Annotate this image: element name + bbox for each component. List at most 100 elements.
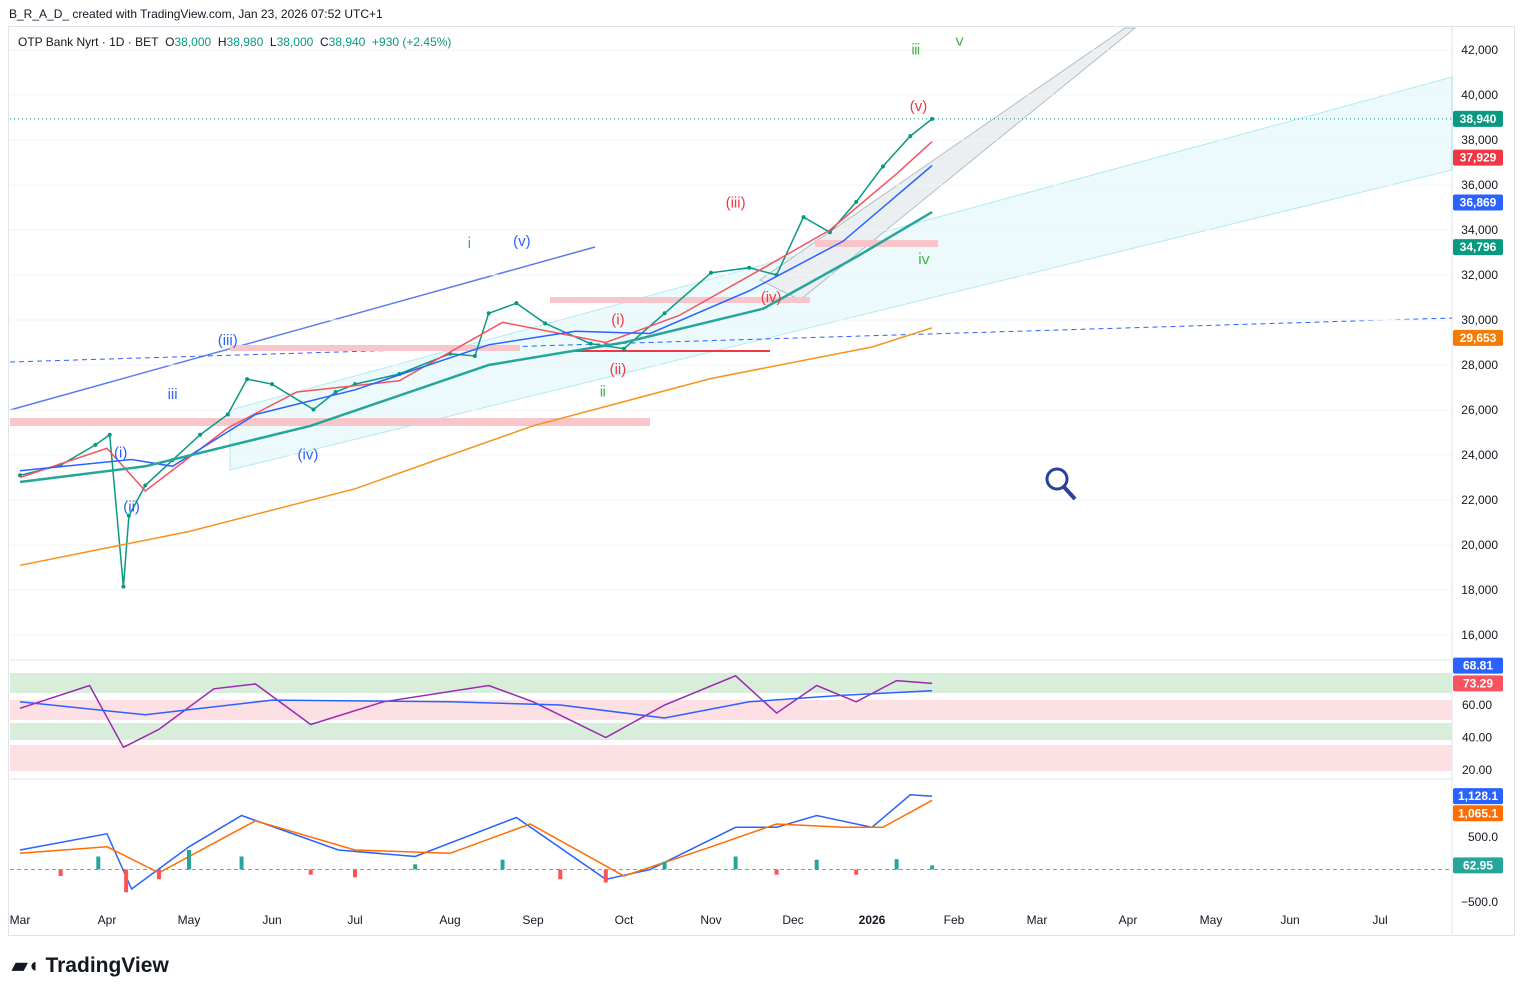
regression-channel xyxy=(229,76,1453,471)
wave-label: (iii) xyxy=(726,195,746,212)
magnifier-ring xyxy=(1045,467,1069,491)
macd-histogram-bar xyxy=(894,859,899,870)
price-point xyxy=(245,377,250,382)
rsi-tick-label: 60.00 xyxy=(1462,698,1492,712)
price-point xyxy=(472,354,477,359)
macd-tick-label: 500.0 xyxy=(1468,830,1498,844)
price-tick-label: 28,000 xyxy=(1461,358,1498,372)
trend-line xyxy=(9,246,596,411)
price-point xyxy=(801,215,806,220)
time-tick-label: Jun xyxy=(262,913,281,927)
high-value: 38,980 xyxy=(226,35,264,49)
change-value: +930 (+2.45%) xyxy=(372,35,452,49)
wave-label: (ii) xyxy=(610,361,627,378)
dashed-trend-line xyxy=(9,317,1453,363)
price-tag: 36,869 xyxy=(1460,195,1497,209)
macd-histogram-bar xyxy=(854,869,859,875)
price-point xyxy=(198,432,203,437)
wave-label: ⅴ xyxy=(955,32,964,49)
macd-signal-line xyxy=(19,799,933,877)
time-tick-label: Jul xyxy=(1372,913,1387,927)
macd-histogram-bar xyxy=(58,869,63,876)
wave-label: (v) xyxy=(910,98,928,115)
rsi-tag: 73.29 xyxy=(1463,676,1493,690)
ema-line-ema-long xyxy=(19,327,933,567)
time-tick-label: Jul xyxy=(347,913,362,927)
macd-histogram-bar xyxy=(96,856,101,870)
time-tick-label: Aug xyxy=(439,913,460,927)
close-label: C xyxy=(319,35,329,49)
price-tick-label: 38,000 xyxy=(1461,133,1498,147)
price-point xyxy=(18,473,22,478)
support-zone xyxy=(10,418,650,426)
price-point xyxy=(543,321,548,326)
rsi-tag: 68.81 xyxy=(1463,659,1493,673)
price-tag-bg xyxy=(1453,110,1503,127)
price-tick-label: 16,000 xyxy=(1461,628,1498,642)
rsi-tick-label: 40.00 xyxy=(1462,731,1492,745)
price-tag: 34,796 xyxy=(1460,240,1497,254)
price-point xyxy=(880,164,885,169)
low-value: 38,000 xyxy=(276,35,314,49)
price-tick-label: 36,000 xyxy=(1461,178,1498,192)
macd-tag-bg xyxy=(1453,788,1503,805)
macd-histogram-bar xyxy=(603,869,608,883)
ema-line-ema-slow xyxy=(19,211,933,484)
time-tick-label: Apr xyxy=(1119,913,1138,927)
zoom-magnifier-icon[interactable] xyxy=(1045,467,1077,501)
macd-histogram-bar xyxy=(413,864,418,870)
price-point xyxy=(662,311,667,316)
price-tag: 37,929 xyxy=(1460,151,1497,165)
price-tick-label: 26,000 xyxy=(1461,403,1498,417)
price-point xyxy=(121,584,126,589)
wave-label: (ii) xyxy=(123,498,140,515)
rsi-zone xyxy=(10,723,1452,740)
time-tick-label: Jun xyxy=(1280,913,1299,927)
price-point xyxy=(107,432,112,437)
rsi-tag-bg xyxy=(1453,657,1503,674)
wave-label: ⅲ xyxy=(911,42,921,59)
macd-macd-line xyxy=(19,794,933,891)
rsi-tick-label: 20.00 xyxy=(1462,763,1492,777)
price-point xyxy=(709,270,713,275)
chart-credit: B_R_A_D_ created with TradingView.com, J… xyxy=(9,7,383,21)
macd-histogram-bar xyxy=(930,865,935,870)
wave-label: (v) xyxy=(513,233,531,250)
low-label: L xyxy=(269,35,277,49)
rsi-tag-bg xyxy=(1453,675,1503,692)
ohlc-legend: OTP Bank Nyrt · 1D · BET O38,000 H38,980… xyxy=(18,35,451,49)
price-point xyxy=(930,116,935,121)
rsi-oversold-zone xyxy=(10,745,1452,771)
tradingview-logo-icon: ▰◖ xyxy=(12,955,40,977)
price-tick-label: 22,000 xyxy=(1461,493,1498,507)
time-tick-label: Apr xyxy=(98,913,117,927)
price-series xyxy=(19,118,933,587)
ema-line-ema-fast xyxy=(19,141,933,493)
price-point xyxy=(126,513,131,518)
price-point xyxy=(225,412,230,417)
open-label: O xyxy=(165,35,175,49)
price-tick-label: 20,000 xyxy=(1461,538,1498,552)
price-point xyxy=(622,346,626,351)
macd-histogram-bar xyxy=(187,850,191,870)
tradingview-logo[interactable]: ▰◖ TradingView xyxy=(12,953,169,978)
price-tag-bg xyxy=(1453,194,1503,211)
macd-histogram-bar xyxy=(239,856,244,870)
time-tick-label: Dec xyxy=(782,913,803,927)
macd-histogram-bar xyxy=(500,859,505,870)
price-tick-label: 30,000 xyxy=(1461,313,1498,327)
time-tick-label: Sep xyxy=(522,913,544,927)
macd-histogram-bar xyxy=(558,869,563,880)
macd-histogram-bar xyxy=(733,856,738,870)
price-point xyxy=(514,301,519,306)
time-tick-label: Mar xyxy=(1027,913,1048,927)
price-point xyxy=(747,265,752,270)
price-tick-label: 18,000 xyxy=(1461,583,1498,597)
symbol-label[interactable]: OTP Bank Nyrt · 1D · BET xyxy=(18,35,159,49)
wave-label: (i) xyxy=(114,444,127,461)
wave-label: (iv) xyxy=(761,289,782,306)
magnifier-handle xyxy=(1062,485,1077,501)
price-tag: 29,653 xyxy=(1460,331,1497,345)
wave-label: iii xyxy=(168,386,178,403)
